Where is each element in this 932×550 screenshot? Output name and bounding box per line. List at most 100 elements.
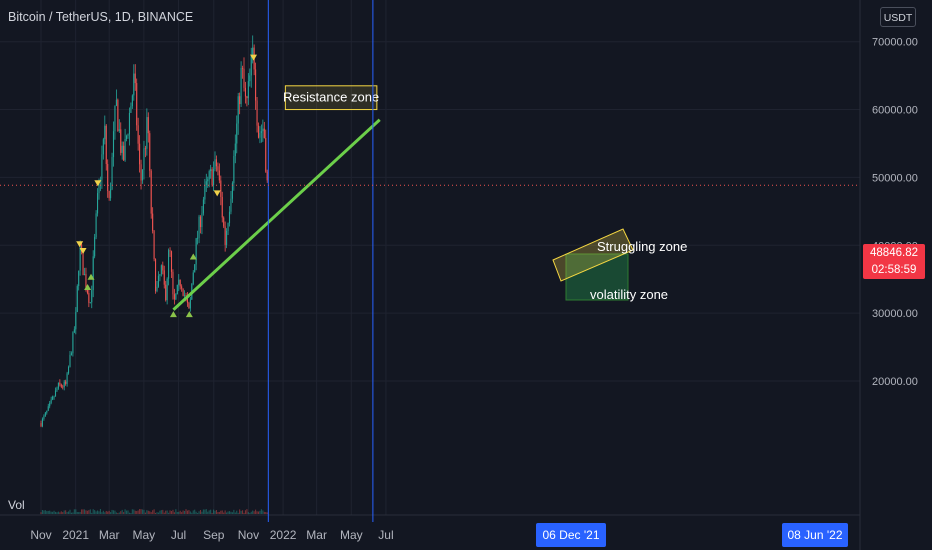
candle-body [170, 251, 173, 272]
volume-bar [182, 510, 184, 514]
candle-body [186, 297, 188, 303]
sell-signal-marker [94, 180, 102, 187]
price-tick-label: 30000.00 [872, 308, 918, 320]
buy-signal-marker [84, 283, 92, 290]
candle-body [136, 83, 138, 126]
candle-body [110, 189, 112, 199]
volume-bar [136, 511, 138, 514]
volume-bar [246, 509, 248, 514]
volume-bar [172, 509, 174, 514]
volume-bar [249, 512, 251, 514]
volume-bar [159, 510, 161, 514]
candle-body [169, 250, 171, 252]
candle-body [181, 286, 183, 289]
sell-signal-marker [213, 190, 221, 197]
candle-body [204, 185, 206, 200]
candle-body [228, 211, 231, 223]
candle-body [195, 238, 197, 265]
candle-body [184, 295, 186, 297]
candle-body [57, 382, 59, 389]
candle-body [240, 68, 242, 105]
candle-body [118, 129, 120, 131]
volume-bar [97, 510, 99, 514]
candle-body [128, 112, 130, 135]
volume-bar [228, 511, 231, 514]
candle-body [226, 230, 228, 245]
volume-bar [62, 512, 64, 514]
volume-bar [82, 509, 84, 514]
currency-button[interactable]: USDT [880, 7, 916, 27]
volume-bar [255, 509, 257, 514]
time-tick-label: Jul [171, 528, 186, 542]
candle-body [198, 216, 200, 238]
volume-bar [215, 509, 217, 514]
volume-bar [213, 509, 215, 514]
volume-bar [233, 509, 235, 514]
candle-body [197, 237, 199, 239]
candle-body [160, 265, 162, 275]
candle-body [89, 302, 91, 304]
time-tick-label: Nov [238, 528, 259, 542]
volume-bar [89, 509, 91, 514]
volume-bar [173, 512, 175, 514]
volume-bar [186, 510, 188, 514]
candle-body [143, 148, 145, 170]
sell-signal-marker [250, 54, 258, 61]
candle-body [91, 290, 93, 303]
volume-bar [257, 511, 260, 514]
volume-bar [263, 511, 265, 514]
volume-label[interactable]: Vol [8, 498, 25, 512]
candle-body [189, 299, 191, 309]
candle-body [62, 386, 64, 388]
candle-body [194, 264, 196, 273]
volume-bar [149, 511, 151, 514]
volume-bar [143, 509, 145, 514]
candle-body [47, 406, 49, 411]
volume-bar [163, 512, 165, 514]
candle-body [124, 138, 126, 161]
volume-bar [234, 512, 236, 514]
volume-bar [112, 510, 115, 514]
candle-body [72, 332, 74, 354]
volume-bar [218, 511, 220, 514]
volume-bar [199, 509, 202, 514]
volume-bar [188, 510, 190, 514]
candle-body [239, 96, 241, 105]
candle-body [70, 353, 72, 355]
volume-bar [252, 510, 254, 514]
time-tick-label: Nov [30, 528, 51, 542]
volume-bar [140, 509, 142, 514]
resistance-zone [284, 85, 378, 111]
candle-body [157, 275, 159, 287]
candle-body [86, 287, 88, 294]
candle-body [50, 399, 52, 404]
candle-body [179, 279, 181, 287]
volume-bar [124, 509, 126, 514]
candle-body [217, 166, 219, 171]
volume-bar [227, 511, 229, 514]
volume-bar [221, 510, 223, 514]
candle-body [46, 410, 48, 413]
volume-bar [91, 512, 93, 514]
countdown-timer: 02:58:59 [871, 264, 917, 276]
volume-bar [66, 511, 68, 514]
volume-bar [153, 509, 155, 514]
volume-bar [131, 509, 133, 514]
symbol-title[interactable]: Bitcoin / TetherUS, 1D, BINANCE [8, 10, 194, 24]
candle-body [182, 288, 184, 296]
candle-body [147, 117, 149, 134]
buy-signal-marker [185, 311, 193, 318]
volume-bar [69, 509, 71, 514]
candle-body [63, 381, 65, 388]
volume-bar [56, 512, 58, 514]
volume-bar [98, 511, 100, 514]
candle-body [210, 169, 212, 172]
volume-bar [253, 511, 255, 514]
candle-body [94, 237, 96, 257]
candle-body [215, 159, 217, 167]
volume-bar [265, 512, 267, 514]
candle-body [175, 294, 177, 300]
volume-bar [86, 510, 88, 514]
candle-body [76, 286, 78, 313]
